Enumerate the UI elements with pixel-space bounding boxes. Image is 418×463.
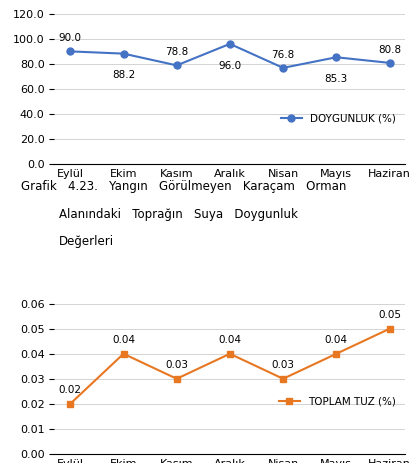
TOPLAM TUZ (%) [174,376,179,382]
Line: DOYGUNLUK (%): DOYGUNLUK (%) [67,40,393,71]
Text: 0.04: 0.04 [218,335,242,345]
TOPLAM TUZ (%) [227,351,232,357]
Text: 76.8: 76.8 [271,50,295,60]
TOPLAM TUZ (%) [280,376,285,382]
TOPLAM TUZ (%) [68,401,73,407]
Text: 0.04: 0.04 [112,335,135,345]
TOPLAM TUZ (%) [387,326,392,332]
Text: Grafik   4.23.   Yangın   Görülmeyen   Karaçam   Orman: Grafik 4.23. Yangın Görülmeyen Karaçam O… [21,180,346,193]
DOYGUNLUK (%) [227,41,232,47]
Text: 0.03: 0.03 [165,360,188,370]
DOYGUNLUK (%) [121,51,126,56]
Text: Alanındaki   Toprağın   Suya   Doygunluk: Alanındaki Toprağın Suya Doygunluk [59,207,297,220]
Text: Değerleri: Değerleri [59,235,114,248]
TOPLAM TUZ (%) [121,351,126,357]
DOYGUNLUK (%) [68,49,73,54]
Text: 85.3: 85.3 [325,74,348,84]
DOYGUNLUK (%) [334,55,339,60]
Text: 80.8: 80.8 [378,44,401,55]
Text: 88.2: 88.2 [112,70,135,80]
DOYGUNLUK (%) [280,65,285,71]
DOYGUNLUK (%) [174,63,179,68]
Legend: DOYGUNLUK (%): DOYGUNLUK (%) [277,110,400,128]
Line: TOPLAM TUZ (%): TOPLAM TUZ (%) [67,325,393,407]
DOYGUNLUK (%) [387,60,392,66]
Text: 0.02: 0.02 [59,385,82,395]
Text: 78.8: 78.8 [165,47,189,57]
Text: 0.04: 0.04 [325,335,348,345]
TOPLAM TUZ (%) [334,351,339,357]
Legend: TOPLAM TUZ (%): TOPLAM TUZ (%) [275,392,400,410]
Text: 0.05: 0.05 [378,311,401,320]
Text: 90.0: 90.0 [59,33,82,43]
Text: 0.03: 0.03 [272,360,295,370]
Text: 96.0: 96.0 [218,61,242,70]
